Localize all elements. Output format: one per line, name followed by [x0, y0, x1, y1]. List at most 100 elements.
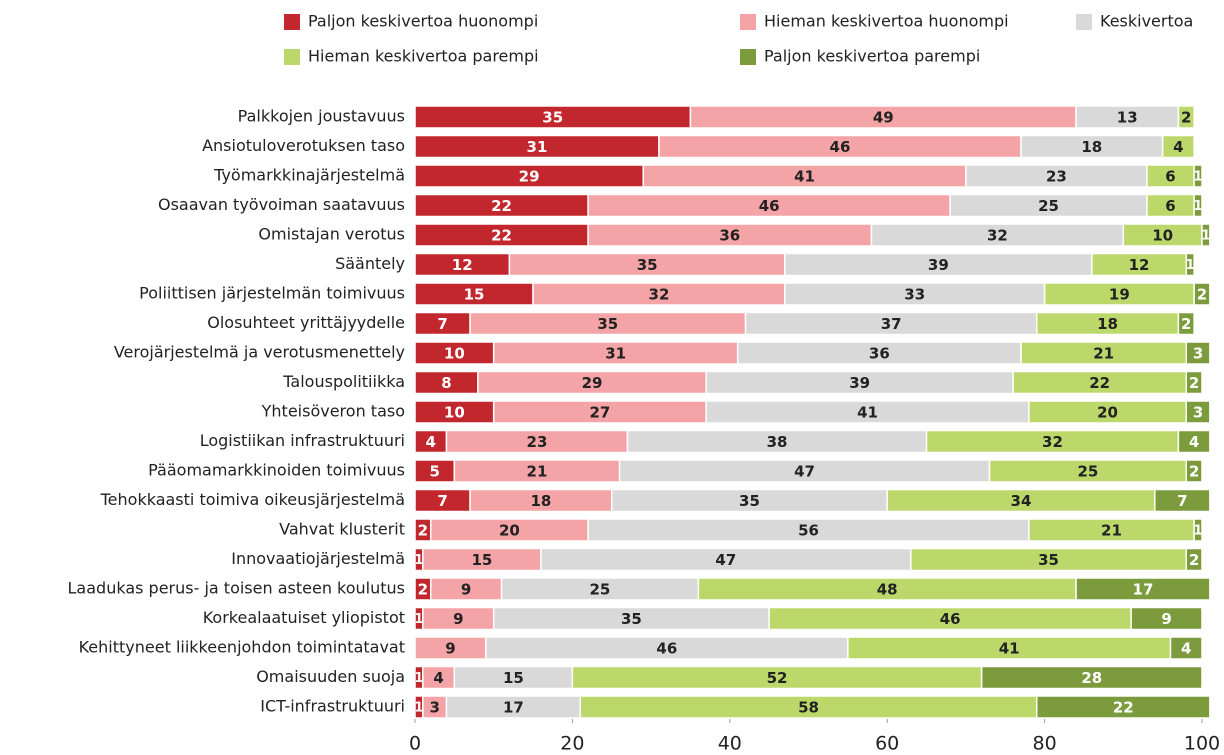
value-label: 7	[437, 492, 447, 510]
value-label: 19	[1109, 286, 1130, 304]
legend-label: Paljon keskivertoa huonompi	[308, 12, 538, 31]
legend-swatch	[740, 49, 756, 65]
bar-segment	[1185, 400, 1211, 424]
category-label: Omaisuuden suoja	[256, 667, 405, 686]
category-label: Poliittisen järjestelmän toimivuus	[139, 284, 405, 303]
category-label: Laadukas perus- ja toisen asteen koulutu…	[68, 579, 405, 598]
value-label: 33	[904, 286, 925, 304]
bar-segment	[1177, 311, 1195, 336]
value-label: 15	[503, 669, 524, 687]
value-label: 1	[414, 553, 423, 568]
bar-segment	[1169, 636, 1203, 660]
value-label: 47	[794, 463, 815, 481]
value-label: 15	[464, 286, 485, 304]
value-label: 9	[445, 640, 455, 658]
legend-swatch	[740, 14, 756, 30]
value-label: 3	[429, 699, 439, 717]
category-label: Pääomamarkkinoiden toimivuus	[148, 461, 405, 480]
bar-segment	[1193, 164, 1203, 188]
value-label: 46	[830, 138, 851, 156]
value-label: 32	[987, 227, 1008, 245]
value-label: 5	[429, 463, 439, 481]
value-label: 37	[881, 315, 902, 333]
value-label: 2	[418, 581, 428, 599]
category-label: ICT-infrastruktuuri	[260, 697, 405, 716]
category-label: Kehittyneet liikkeenjohdon toimintatavat	[79, 638, 405, 657]
value-label: 4	[433, 669, 443, 687]
bar-segment	[1035, 695, 1211, 719]
value-label: 29	[582, 374, 603, 392]
value-label: 32	[1042, 433, 1063, 451]
value-label: 4	[1173, 138, 1183, 156]
legend-label: Hieman keskivertoa parempi	[308, 47, 539, 66]
x-tick-label: 100	[1184, 733, 1220, 755]
x-tick-label: 0	[409, 733, 421, 755]
category-label: Työmarkkinajärjestelmä	[213, 166, 405, 185]
value-label: 41	[794, 168, 815, 186]
category-label: Vahvat klusterit	[279, 520, 405, 539]
category-label: Innovaatiojärjestelmä	[231, 549, 405, 568]
value-label: 39	[849, 374, 870, 392]
category-label: Talouspolitiikka	[282, 372, 405, 391]
value-label: 35	[739, 492, 760, 510]
value-label: 35	[621, 610, 642, 628]
bar-segment	[1177, 105, 1195, 129]
bar-segment	[1193, 518, 1203, 542]
value-label: 17	[1133, 581, 1154, 599]
value-label: 21	[1101, 522, 1122, 540]
value-label: 15	[471, 551, 492, 569]
value-label: 58	[798, 699, 819, 717]
category-label: Logistiikan infrastruktuuri	[200, 431, 405, 450]
category-label: Olosuhteet yrittäjyydelle	[207, 313, 405, 332]
category-label: Osaavan työvoiman saatavuus	[158, 195, 405, 214]
value-label: 12	[452, 256, 473, 274]
bar-segment	[1154, 488, 1211, 513]
bar-segment	[1185, 341, 1211, 365]
value-label: 1	[1201, 229, 1210, 244]
value-label: 34	[1011, 492, 1032, 510]
bar-segment	[1177, 429, 1211, 454]
legend-swatch	[284, 14, 300, 30]
value-label: 4	[1189, 433, 1199, 451]
bar-segment	[1185, 252, 1195, 277]
value-label: 22	[491, 227, 512, 245]
category-label: Yhteisöveron taso	[261, 402, 405, 421]
bar-segment	[1193, 193, 1203, 218]
value-label: 6	[1165, 197, 1175, 215]
value-label: 47	[715, 551, 736, 569]
bar-segment	[1185, 459, 1203, 483]
bar-segment	[1193, 282, 1211, 306]
value-label: 35	[542, 109, 563, 127]
value-label: 21	[1093, 345, 1114, 363]
value-label: 1	[414, 701, 423, 716]
category-label: Korkealaatuiset yliopistot	[203, 608, 405, 627]
value-label: 2	[1189, 374, 1199, 392]
value-label: 46	[759, 197, 780, 215]
value-label: 46	[656, 640, 677, 658]
value-label: 22	[1113, 699, 1134, 717]
x-tick-label: 80	[1033, 733, 1057, 755]
value-label: 9	[461, 581, 471, 599]
category-label: Palkkojen joustavuus	[238, 107, 405, 126]
value-label: 2	[1181, 109, 1191, 127]
value-label: 3	[1193, 404, 1203, 422]
value-label: 31	[527, 138, 548, 156]
legend-label: Paljon keskivertoa parempi	[764, 47, 980, 66]
value-label: 52	[767, 669, 788, 687]
value-label: 41	[857, 404, 878, 422]
value-label: 1	[1194, 199, 1203, 214]
value-label: 1	[1194, 524, 1203, 539]
value-label: 10	[1152, 227, 1173, 245]
value-label: 36	[869, 345, 890, 363]
value-label: 39	[928, 256, 949, 274]
value-label: 29	[519, 168, 540, 186]
value-label: 1	[414, 671, 423, 686]
value-label: 20	[499, 522, 520, 540]
value-label: 13	[1117, 109, 1138, 127]
value-label: 46	[940, 610, 961, 628]
value-label: 31	[605, 345, 626, 363]
legend-label: Hieman keskivertoa huonompi	[764, 12, 1009, 31]
x-tick-label: 20	[560, 733, 584, 755]
value-label: 2	[1189, 551, 1199, 569]
legend-swatch	[1076, 14, 1092, 30]
